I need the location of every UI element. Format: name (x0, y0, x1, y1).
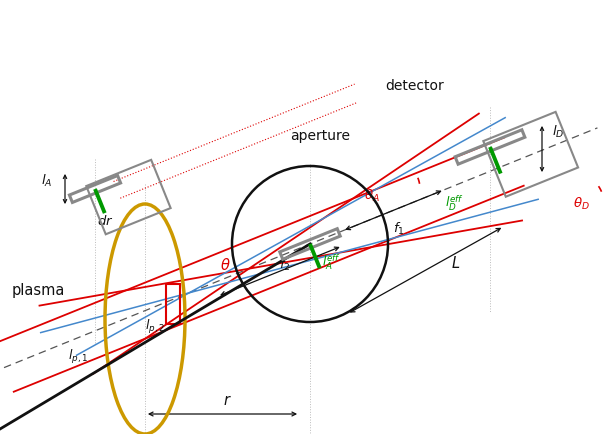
Text: $r$: $r$ (223, 392, 232, 407)
Text: $f_2$: $f_2$ (279, 256, 290, 273)
Text: $l_A$: $l_A$ (41, 173, 53, 189)
Text: plasma: plasma (12, 283, 65, 297)
Text: $f_1$: $f_1$ (393, 221, 404, 237)
Text: $dr$: $dr$ (97, 214, 113, 227)
Text: aperture: aperture (290, 129, 350, 143)
Text: $l_D^{eff}$: $l_D^{eff}$ (445, 194, 464, 213)
Text: detector: detector (385, 79, 445, 93)
Text: $L$: $L$ (451, 255, 460, 270)
Text: $\theta$: $\theta$ (220, 256, 231, 273)
Text: $\theta_A$: $\theta_A$ (364, 187, 380, 204)
Text: $l_{p,1}$: $l_{p,1}$ (68, 347, 88, 365)
Text: $\theta_D$: $\theta_D$ (573, 196, 590, 212)
Text: $l_A^{eff}$: $l_A^{eff}$ (322, 253, 341, 272)
Text: $l_D$: $l_D$ (552, 124, 564, 140)
Text: $l_{p,2}$: $l_{p,2}$ (145, 317, 165, 335)
